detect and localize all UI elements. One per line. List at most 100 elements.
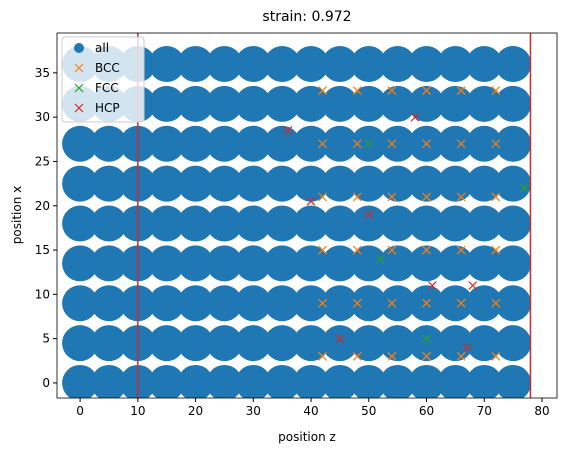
point bbox=[148, 205, 185, 242]
point bbox=[321, 245, 358, 282]
point bbox=[206, 85, 243, 122]
axes-frame bbox=[56, 32, 558, 399]
point bbox=[264, 125, 301, 162]
point bbox=[206, 364, 243, 398]
point bbox=[321, 85, 358, 122]
point bbox=[466, 165, 503, 202]
x-marker bbox=[352, 139, 362, 149]
x-marker bbox=[456, 139, 466, 149]
point bbox=[90, 165, 127, 202]
point bbox=[437, 285, 474, 322]
x-marker bbox=[352, 192, 362, 202]
point bbox=[466, 125, 503, 162]
x-axis-label: position z bbox=[278, 430, 336, 444]
point bbox=[293, 85, 330, 122]
point bbox=[148, 245, 185, 282]
point bbox=[495, 165, 532, 202]
x-marker bbox=[410, 112, 420, 122]
point bbox=[264, 285, 301, 322]
point bbox=[321, 364, 358, 398]
point bbox=[321, 46, 358, 83]
x-marker bbox=[491, 298, 501, 308]
point bbox=[495, 285, 532, 322]
x-marker bbox=[422, 139, 431, 149]
point bbox=[148, 325, 185, 362]
x-marker bbox=[456, 298, 466, 308]
point bbox=[90, 245, 127, 282]
point bbox=[206, 165, 243, 202]
point bbox=[177, 325, 214, 362]
point bbox=[379, 205, 416, 242]
x-marker bbox=[352, 245, 362, 255]
y-tick-label: 25 bbox=[35, 154, 50, 168]
point bbox=[90, 285, 127, 322]
x-marker bbox=[318, 86, 328, 96]
x-marker bbox=[318, 139, 328, 149]
point bbox=[379, 364, 416, 398]
x-marker bbox=[456, 351, 466, 361]
y-tick-label: 30 bbox=[35, 110, 50, 124]
y-tick-label: 5 bbox=[42, 332, 50, 346]
point bbox=[437, 46, 474, 83]
x-marker bbox=[491, 192, 501, 202]
point bbox=[293, 165, 330, 202]
point bbox=[350, 165, 387, 202]
point bbox=[62, 325, 99, 362]
point bbox=[62, 285, 99, 322]
point bbox=[408, 245, 445, 282]
x-marker bbox=[375, 254, 385, 264]
point bbox=[177, 125, 214, 162]
point bbox=[206, 125, 243, 162]
x-tick-label: 0 bbox=[76, 404, 84, 418]
x-marker bbox=[387, 86, 397, 96]
point bbox=[350, 85, 387, 122]
x-marker bbox=[491, 86, 501, 96]
x-marker bbox=[318, 245, 328, 255]
point bbox=[321, 205, 358, 242]
point bbox=[293, 125, 330, 162]
point bbox=[466, 245, 503, 282]
point bbox=[293, 285, 330, 322]
x-marker bbox=[456, 245, 466, 255]
point bbox=[495, 46, 532, 83]
point bbox=[495, 85, 532, 122]
point bbox=[408, 85, 445, 122]
point bbox=[62, 165, 99, 202]
point bbox=[148, 46, 185, 83]
x-marker bbox=[422, 86, 431, 96]
point bbox=[177, 245, 214, 282]
point bbox=[495, 325, 532, 362]
point bbox=[321, 125, 358, 162]
y-tick-label: 0 bbox=[42, 376, 50, 390]
x-marker bbox=[318, 351, 328, 361]
point bbox=[495, 125, 532, 162]
legend-label: all bbox=[95, 41, 109, 55]
x-marker bbox=[456, 192, 466, 202]
chart-title: strain: 0.972 bbox=[262, 9, 351, 25]
point bbox=[148, 125, 185, 162]
point bbox=[264, 205, 301, 242]
point bbox=[264, 46, 301, 83]
legend-marker bbox=[74, 43, 84, 53]
x-marker bbox=[468, 281, 478, 290]
point bbox=[350, 364, 387, 398]
point bbox=[206, 46, 243, 83]
point bbox=[177, 165, 214, 202]
point bbox=[206, 285, 243, 322]
x-marker bbox=[422, 334, 431, 344]
point bbox=[350, 205, 387, 242]
x-marker bbox=[306, 196, 316, 206]
point bbox=[235, 125, 272, 162]
point bbox=[148, 165, 185, 202]
x-marker bbox=[387, 139, 397, 149]
point bbox=[62, 364, 99, 398]
point bbox=[495, 245, 532, 282]
point bbox=[379, 325, 416, 362]
point bbox=[437, 85, 474, 122]
x-marker bbox=[387, 351, 397, 361]
legend-label: FCC bbox=[95, 81, 119, 95]
y-tick-label: 20 bbox=[35, 199, 50, 213]
point bbox=[235, 325, 272, 362]
point bbox=[206, 245, 243, 282]
x-tick-label: 10 bbox=[130, 404, 145, 418]
